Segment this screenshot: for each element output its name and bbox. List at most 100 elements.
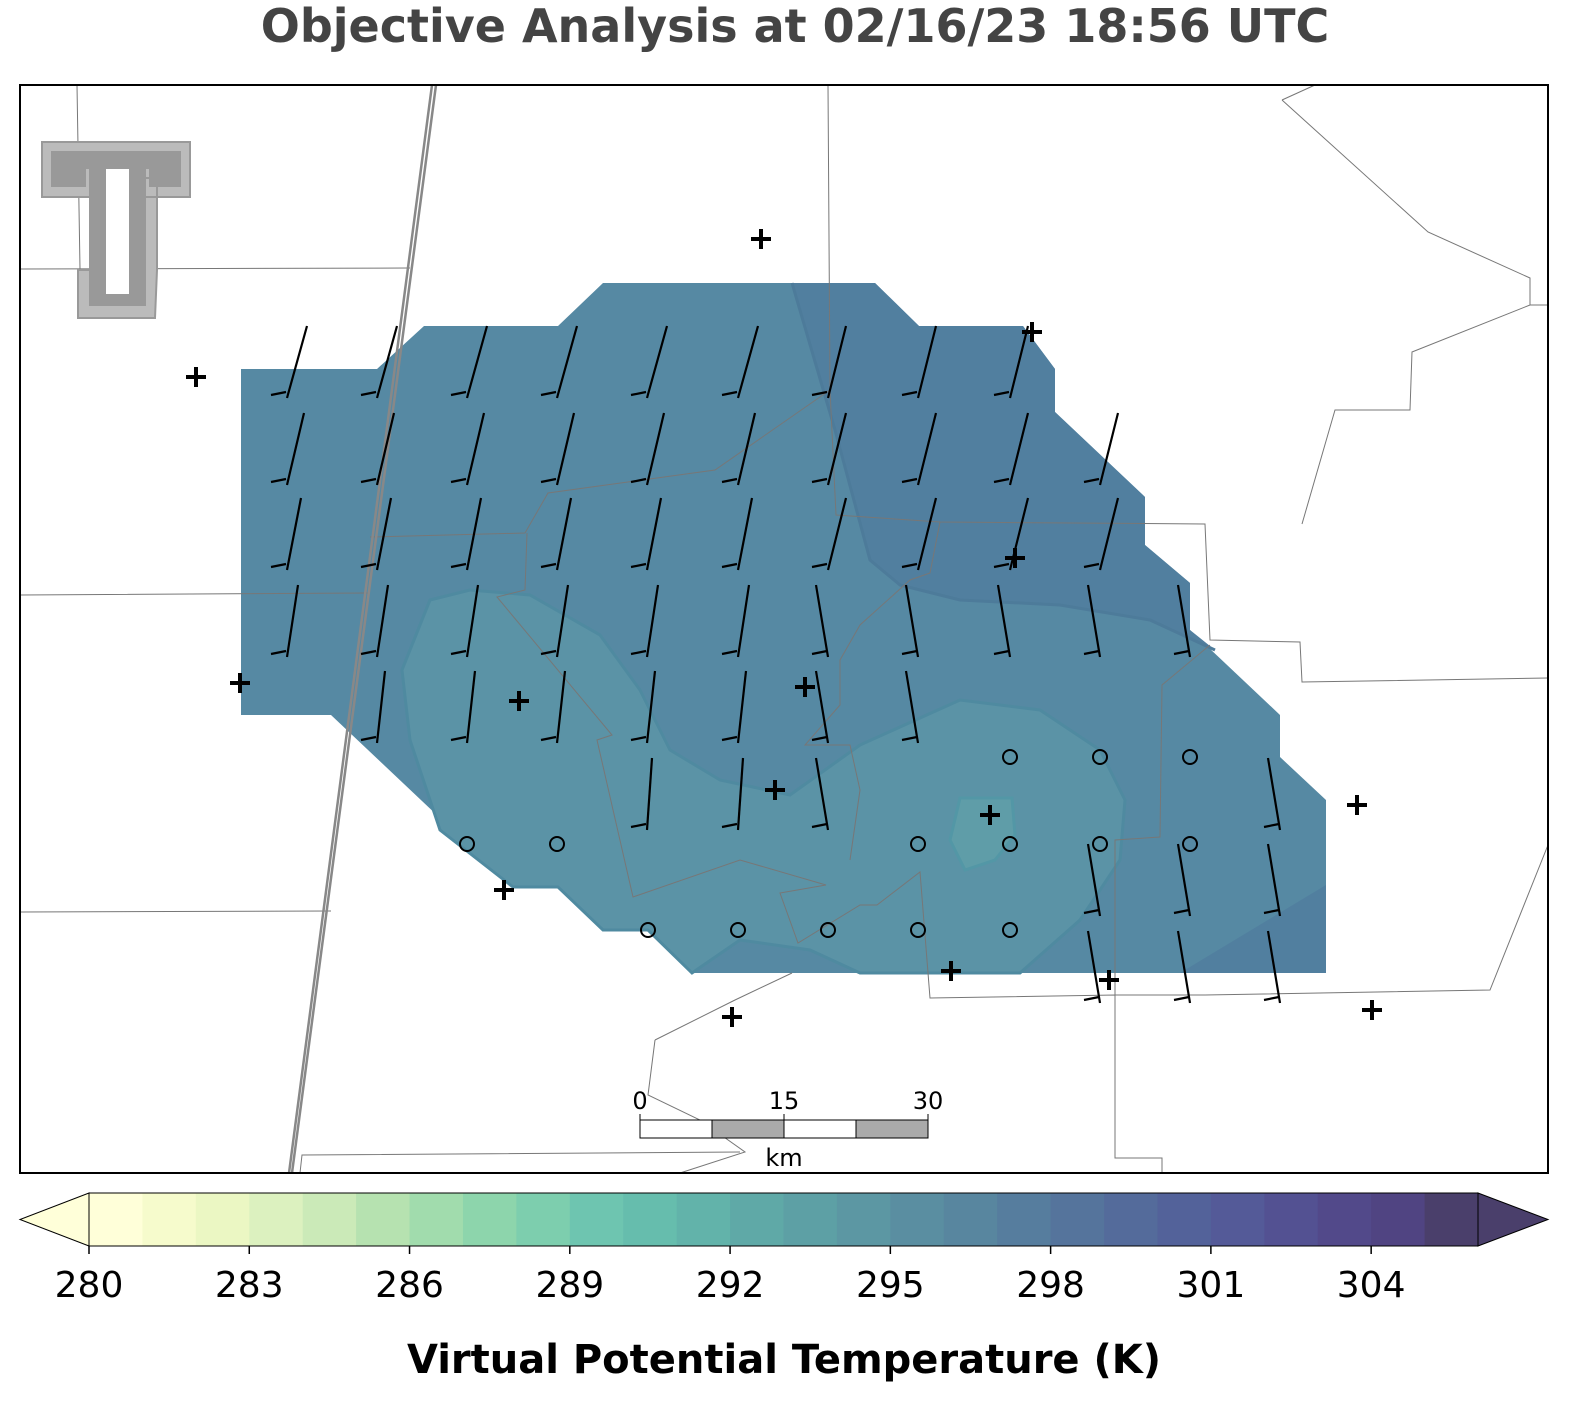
barb-flag — [811, 390, 828, 397]
barb-staff — [1176, 930, 1192, 1004]
colorbar-tick-label: 286 — [375, 1265, 444, 1306]
calm-marker — [1002, 922, 1018, 938]
barb-staff — [285, 497, 303, 571]
colorbar-tick-label: 283 — [215, 1265, 284, 1306]
scale-segment — [711, 1119, 785, 1139]
scale-bar: 0 15 30 km — [632, 1087, 943, 1172]
barb-staff — [826, 325, 848, 399]
colorbar-extend-low — [18, 1192, 90, 1247]
colorbar-tick-label: 301 — [1177, 1265, 1246, 1306]
barb-flag — [630, 735, 647, 742]
barb-flag — [450, 477, 467, 484]
colorbar-tick-label: 298 — [1016, 1265, 1085, 1306]
station-marker — [1022, 322, 1042, 342]
barb-staff — [1266, 843, 1282, 917]
colorbar-swatch — [676, 1193, 731, 1246]
station-marker — [1005, 548, 1025, 568]
colorbar-swatch — [890, 1193, 945, 1246]
calm-marker — [459, 836, 475, 852]
colorbar-swatch — [356, 1193, 411, 1246]
barb-staff — [465, 497, 483, 571]
barb-staff — [736, 412, 757, 486]
station-marker — [980, 805, 1000, 825]
barb-flag — [993, 562, 1010, 569]
barb-staff — [555, 412, 576, 486]
colorbar-label: Virtual Potential Temperature (K) — [407, 1337, 1161, 1383]
barb-flag — [630, 390, 647, 397]
station-marker — [186, 367, 206, 387]
barb-staff — [555, 670, 567, 744]
barb-flag — [1263, 908, 1280, 915]
barb-flag — [540, 390, 557, 397]
barb-staff — [285, 325, 309, 399]
barb-flag — [901, 477, 918, 484]
station-marker — [751, 229, 771, 249]
barb-staff — [904, 670, 920, 744]
colorbar-swatch — [569, 1193, 624, 1246]
colorbar-swatch — [730, 1193, 784, 1246]
barb-staff — [1086, 584, 1102, 658]
barb-staff — [1098, 412, 1120, 486]
calm-marker — [549, 836, 565, 852]
barb-staff — [814, 757, 830, 831]
barb-flag — [270, 477, 287, 484]
barb-flag — [360, 562, 377, 569]
calm-marker — [1092, 749, 1108, 765]
barb-flag — [270, 390, 287, 397]
barb-staff — [285, 412, 306, 486]
barb-flag — [1083, 908, 1100, 915]
colorbar-swatch — [195, 1193, 250, 1246]
warm-region — [792, 283, 1215, 650]
state-boundary — [287, 84, 438, 1174]
station-marker — [1362, 1000, 1382, 1020]
barb-flag — [630, 477, 647, 484]
colorbar-tick-label: 280 — [55, 1265, 124, 1306]
barb-staff — [996, 584, 1012, 658]
barb-staff — [555, 584, 570, 658]
barb-flag — [360, 477, 377, 484]
calm-marker — [730, 922, 746, 938]
station-marker — [765, 780, 785, 800]
barb-flag — [270, 562, 287, 569]
scale-tick-label: 15 — [769, 1087, 800, 1115]
barb-staff — [736, 670, 748, 744]
barb-flag — [811, 562, 828, 569]
scale-unit: km — [765, 1144, 802, 1172]
barb-flag — [1173, 649, 1190, 656]
colorbar-swatch — [1317, 1193, 1372, 1246]
colorbar-swatch — [409, 1193, 464, 1246]
colorbar-swatch — [1050, 1193, 1105, 1246]
colorbar-tick-label: 292 — [696, 1265, 765, 1306]
colorbar-tick-label: 289 — [535, 1265, 604, 1306]
barb-flag — [901, 735, 918, 742]
barb-staff — [916, 325, 938, 399]
colorbar-swatch — [142, 1193, 197, 1246]
barb-staff — [645, 497, 663, 571]
colorbar-extend-high — [1477, 1192, 1550, 1247]
station-marker — [722, 1007, 742, 1027]
scale-tick-label: 30 — [913, 1087, 944, 1115]
barb-flag — [1173, 995, 1190, 1002]
barb-staff — [904, 584, 920, 658]
barb-flag — [721, 822, 738, 829]
barb-flag — [450, 649, 467, 656]
barb-flag — [630, 822, 647, 829]
barb-flag — [811, 477, 828, 484]
colorbar-swatch — [249, 1193, 304, 1246]
station-marker — [1099, 970, 1119, 990]
barb-staff — [555, 325, 579, 399]
colorbar: 280 283 286 289 292 295 298 301 304 — [18, 1192, 1550, 1306]
colorbar-swatch — [302, 1193, 357, 1246]
station-marker — [1347, 795, 1367, 815]
barb-flag — [540, 477, 557, 484]
calm-marker — [1182, 749, 1198, 765]
barb-flag — [360, 390, 377, 397]
calm-marker — [1092, 836, 1108, 852]
barb-staff — [375, 584, 390, 658]
barb-staff — [645, 325, 669, 399]
barb-flag — [540, 649, 557, 656]
map-panel: 0 15 30 km — [19, 84, 1549, 1174]
barb-staff — [814, 670, 830, 744]
university-logo — [41, 141, 191, 319]
calm-marker — [910, 836, 926, 852]
